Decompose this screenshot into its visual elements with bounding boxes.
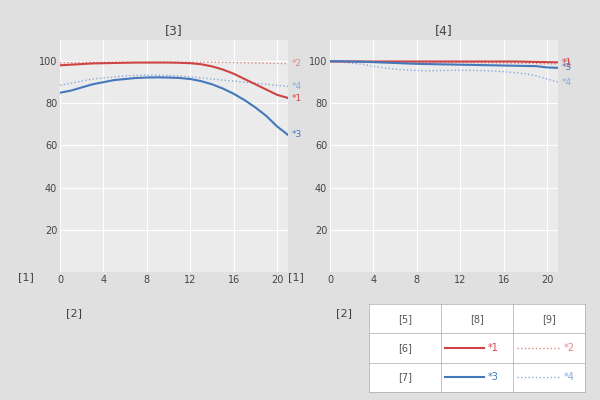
Text: [1]: [1] <box>18 272 34 282</box>
Text: [7]: [7] <box>398 372 412 382</box>
Text: [2]: [2] <box>336 308 352 318</box>
Text: [9]: [9] <box>542 314 556 324</box>
Text: *2: *2 <box>562 60 572 68</box>
Text: *3: *3 <box>292 130 302 140</box>
Title: [4]: [4] <box>435 24 453 38</box>
Text: *2: *2 <box>563 343 574 353</box>
Text: [6]: [6] <box>398 343 412 353</box>
Text: *1: *1 <box>292 94 302 102</box>
Text: *2: *2 <box>292 59 302 68</box>
Text: *4: *4 <box>562 78 572 87</box>
Text: [1]: [1] <box>288 272 304 282</box>
Title: [3]: [3] <box>165 24 183 38</box>
Text: [5]: [5] <box>398 314 412 324</box>
Text: *3: *3 <box>562 63 572 72</box>
Text: *1: *1 <box>488 343 499 353</box>
Text: *3: *3 <box>488 372 499 382</box>
Text: [8]: [8] <box>470 314 484 324</box>
Text: *1: *1 <box>562 58 572 67</box>
Text: *4: *4 <box>292 82 302 91</box>
Text: [2]: [2] <box>66 308 82 318</box>
Text: *4: *4 <box>563 372 574 382</box>
